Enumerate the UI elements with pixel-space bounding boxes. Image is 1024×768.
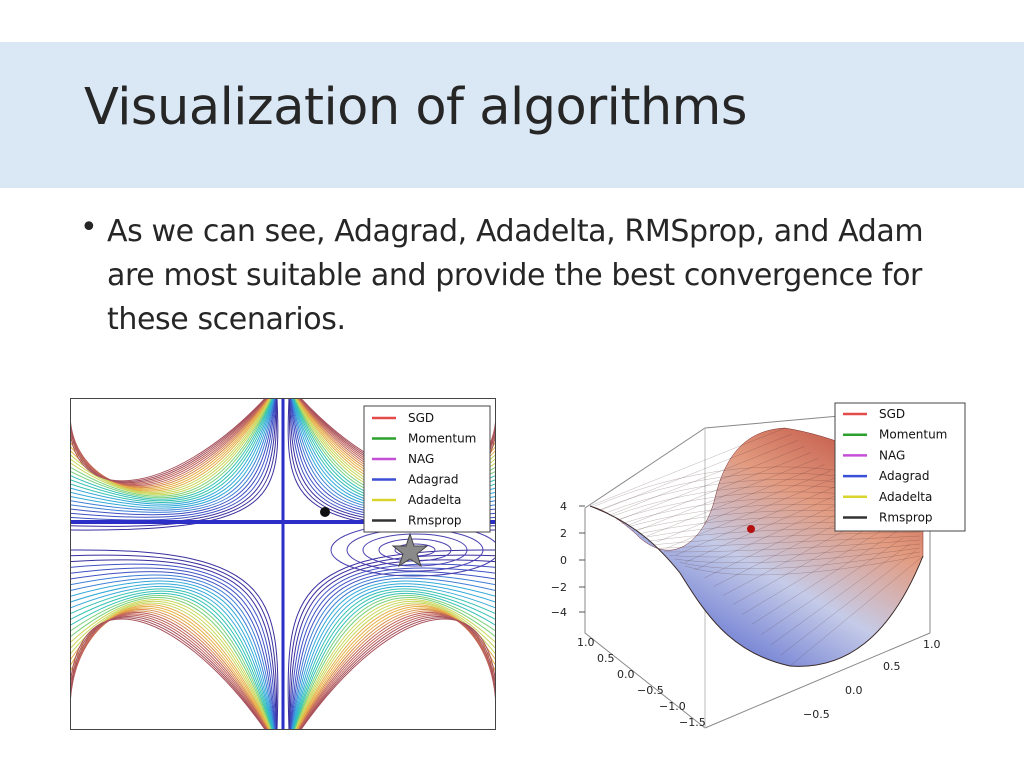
y-tick-label: 0.0 xyxy=(617,668,635,681)
bullet-marker: • xyxy=(80,210,98,245)
y-tick-label: −1.0 xyxy=(659,700,686,713)
bullet-text: As we can see, Adagrad, Adadelta, RMSpro… xyxy=(107,214,924,337)
z-tick-label: 4 xyxy=(560,500,567,513)
y-tick-label: −0.5 xyxy=(637,684,664,697)
x-tick-label: −0.5 xyxy=(803,708,830,721)
legend-label: Rmsprop xyxy=(879,511,933,525)
z-tick-label: −2 xyxy=(551,581,567,594)
surface-legend: SGD Momentum NAG Adagrad Adadelta Rmsprop xyxy=(834,402,966,532)
contour-legend: SGD Momentum NAG Adagrad Adadelta Rmsprop xyxy=(363,405,491,533)
x-tick-label: 1.0 xyxy=(923,638,941,651)
x-tick-label: 0.5 xyxy=(883,660,901,673)
z-tick-label: 2 xyxy=(560,527,567,540)
legend-label: NAG xyxy=(879,448,905,462)
optimum-star-icon xyxy=(391,532,429,568)
x-tick-label: 0.0 xyxy=(845,684,863,697)
legend-label: NAG xyxy=(408,452,434,466)
legend-label: Momentum xyxy=(408,432,476,446)
legend-label: SGD xyxy=(408,411,434,425)
legend-label: Adadelta xyxy=(408,493,461,507)
legend-label: Adadelta xyxy=(879,490,932,504)
contour-svg: SGD Momentum NAG Adagrad Adadelta Rmsprop xyxy=(70,398,496,730)
z-tick-label: 0 xyxy=(560,554,567,567)
legend-label: Adagrad xyxy=(408,473,459,487)
z-axis-ticks: 4 2 0 −2 −4 xyxy=(551,500,585,619)
legend-label: Adagrad xyxy=(879,469,930,483)
title-band xyxy=(0,42,1024,188)
x-axis-ticks: 1.0 0.5 0.0 −0.5 xyxy=(803,638,941,721)
z-tick-label: −4 xyxy=(551,606,567,619)
surface-svg: 420−2−4 1.00.50.0−0.5−1.0−1.5 1.00.50.0−… xyxy=(551,402,966,729)
start-point-marker-3d xyxy=(747,525,755,533)
legend-label: SGD xyxy=(879,407,905,421)
slide-title: Visualization of algorithms xyxy=(84,78,747,137)
y-tick-label: −1.5 xyxy=(679,716,706,729)
legend-label: Momentum xyxy=(879,428,947,442)
start-point-marker xyxy=(320,507,330,517)
legend-label: Rmsprop xyxy=(408,514,462,528)
y-tick-label: 1.0 xyxy=(577,636,595,649)
y-tick-label: 0.5 xyxy=(597,652,615,665)
y-axis-ticks: 1.00.50.0−0.5 −1.0 −1.5 xyxy=(577,636,706,729)
surface-plot: 4 2 0 −2 −4 1.0 0.5 0.0 −0.5 −1.0 −1.5 1.0 0.5 0.0−… xyxy=(545,398,975,738)
contour-plot: SGD Momentum NAG Adagrad Adadelta Rmsprop xyxy=(70,398,496,730)
